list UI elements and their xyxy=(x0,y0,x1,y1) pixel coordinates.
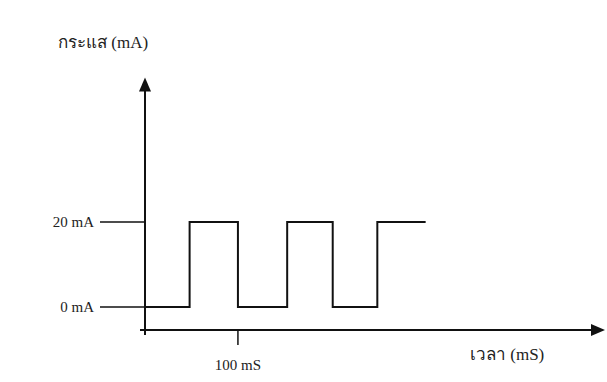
plot-area xyxy=(145,222,426,307)
y-tick xyxy=(100,306,145,308)
x-axis xyxy=(140,329,593,331)
signal-line xyxy=(145,222,426,307)
x-axis-arrow xyxy=(591,324,605,336)
chart: 0 mA 20 mA 100 mS กระแส (mA) เวลา (mS) xyxy=(0,0,607,382)
y-tick xyxy=(100,221,145,223)
y-axis xyxy=(144,90,146,336)
x-axis-label: เวลา (mS) xyxy=(470,345,544,364)
y-axis-label: กระแส (mA) xyxy=(58,33,148,52)
y-tick-label: 0 mA xyxy=(60,299,94,315)
y-axis-arrow xyxy=(139,78,151,92)
y-tick-label: 20 mA xyxy=(53,214,94,230)
x-tick-label: 100 mS xyxy=(215,357,261,373)
x-tick xyxy=(237,330,239,345)
